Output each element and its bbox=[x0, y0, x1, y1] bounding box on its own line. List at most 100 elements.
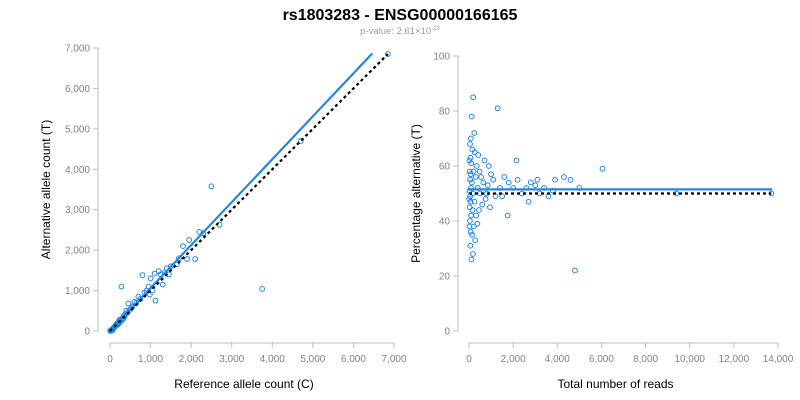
x-tick-label: 14,000 bbox=[763, 354, 794, 365]
data-point bbox=[466, 157, 473, 164]
data-point bbox=[184, 256, 190, 262]
data-point bbox=[476, 207, 482, 213]
data-point bbox=[499, 193, 506, 200]
data-point bbox=[472, 237, 479, 244]
x-tick-label: 2,000 bbox=[501, 354, 526, 365]
y-tick-label: 100 bbox=[433, 52, 450, 63]
data-point bbox=[504, 212, 511, 219]
x-tick-label: 6,000 bbox=[341, 354, 366, 365]
y-tick-label: 0 bbox=[444, 327, 450, 338]
x-tick-label: 0 bbox=[466, 354, 472, 365]
y-tick-label: 20 bbox=[439, 272, 451, 283]
data-point bbox=[480, 179, 487, 186]
y-tick-label: 5,000 bbox=[65, 124, 90, 135]
data-point bbox=[561, 174, 567, 180]
data-point bbox=[490, 176, 497, 183]
x-tick-label: 5,000 bbox=[300, 354, 325, 365]
x-tick-label: 4,000 bbox=[545, 354, 570, 365]
x-tick-label: 4,000 bbox=[260, 354, 285, 365]
data-point bbox=[494, 105, 501, 112]
y-tick-label: 6,000 bbox=[65, 84, 90, 95]
data-point bbox=[469, 231, 475, 238]
y-axis-title: Alternative allele count (T) bbox=[39, 120, 53, 259]
data-point bbox=[466, 168, 473, 175]
y-tick-label: 60 bbox=[439, 162, 451, 173]
data-point bbox=[481, 157, 488, 164]
fit-line bbox=[108, 52, 373, 333]
data-point bbox=[147, 275, 154, 282]
y-tick-label: 0 bbox=[84, 327, 90, 338]
y-tick-label: 3,000 bbox=[65, 205, 90, 216]
data-point bbox=[471, 130, 478, 136]
data-point bbox=[552, 176, 558, 183]
data-point bbox=[467, 229, 474, 235]
y-axis-title: Percentage alternative (T) bbox=[409, 124, 423, 263]
data-point bbox=[482, 196, 489, 202]
x-tick-label: 1,000 bbox=[138, 354, 163, 365]
data-point bbox=[572, 267, 578, 274]
data-point bbox=[501, 174, 508, 180]
x-tick-label: 2,000 bbox=[179, 354, 204, 365]
data-point bbox=[467, 171, 474, 178]
data-point bbox=[152, 297, 159, 304]
data-point bbox=[471, 198, 478, 205]
data-point bbox=[472, 174, 479, 180]
data-point bbox=[466, 223, 473, 230]
data-point bbox=[532, 182, 539, 189]
data-point bbox=[155, 268, 162, 275]
data-point bbox=[107, 327, 114, 334]
data-point bbox=[505, 179, 512, 186]
data-point bbox=[479, 201, 486, 208]
percentage-alternative-scatter-panel: 0 20 40 60 80 100 0 2,000 4,000 6,000 8,000 10,000 1… bbox=[409, 52, 794, 392]
y-tick-label: 2,000 bbox=[65, 246, 90, 257]
data-point bbox=[768, 190, 775, 197]
data-point bbox=[484, 182, 491, 189]
data-point bbox=[475, 152, 482, 158]
data-point bbox=[146, 291, 153, 298]
data-point bbox=[139, 272, 146, 279]
data-point bbox=[474, 220, 481, 227]
data-point bbox=[468, 256, 475, 263]
x-axis-title: Total number of reads bbox=[557, 377, 673, 391]
x-tick-label: 6,000 bbox=[589, 354, 614, 365]
data-point bbox=[159, 281, 166, 288]
data-point bbox=[192, 256, 199, 262]
reference-line bbox=[109, 53, 389, 332]
data-point bbox=[514, 176, 521, 183]
y-tick-label: 40 bbox=[439, 217, 451, 228]
data-point bbox=[466, 196, 473, 202]
data-point bbox=[525, 198, 532, 205]
data-point bbox=[297, 138, 304, 144]
data-point bbox=[467, 141, 473, 147]
data-point bbox=[466, 218, 473, 224]
data-point bbox=[567, 176, 574, 183]
x-tick-label: 12,000 bbox=[719, 354, 750, 365]
data-point bbox=[135, 293, 142, 300]
x-tick-label: 3,000 bbox=[219, 354, 244, 365]
x-axis-title: Reference allele count (C) bbox=[174, 377, 313, 391]
y-tick-label: 4,000 bbox=[65, 165, 90, 176]
data-point bbox=[534, 176, 541, 183]
y-tick-label: 7,000 bbox=[65, 44, 90, 55]
data-point bbox=[468, 212, 474, 219]
p-value-exponent: -23 bbox=[431, 26, 440, 32]
data-point bbox=[466, 204, 473, 211]
y-tick-label: 1,000 bbox=[65, 286, 90, 297]
data-point bbox=[527, 179, 534, 186]
data-point bbox=[485, 163, 492, 169]
x-tick-label: 0 bbox=[107, 354, 113, 365]
data-point bbox=[487, 204, 493, 211]
data-point bbox=[259, 286, 266, 292]
data-point bbox=[488, 171, 494, 178]
data-point bbox=[467, 154, 474, 161]
data-point bbox=[478, 174, 485, 180]
data-point bbox=[125, 300, 132, 307]
data-point bbox=[473, 163, 480, 169]
data-point bbox=[118, 283, 125, 290]
x-tick-label: 8,000 bbox=[633, 354, 658, 365]
data-point bbox=[470, 94, 477, 101]
allele-count-scatter-panel: 0 1,000 2,000 3,000 4,000 5,000 6,000 7,000 0 1,0… bbox=[39, 44, 407, 392]
p-value-subtitle: p-value: 2.61×10-23 bbox=[360, 26, 440, 37]
data-point bbox=[476, 168, 483, 175]
